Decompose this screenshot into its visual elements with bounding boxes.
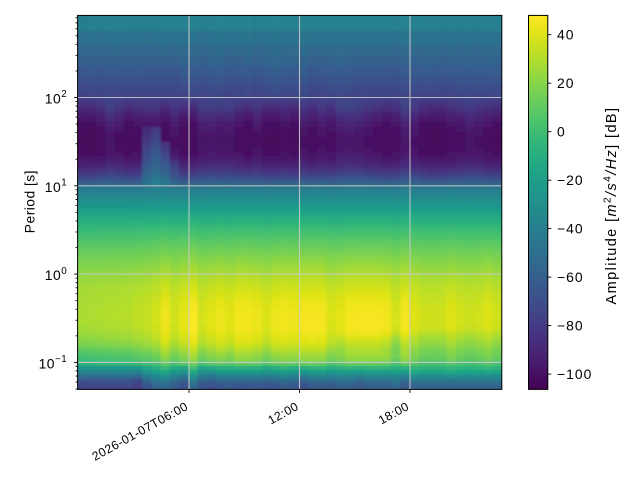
- svg-text:20: 20: [557, 75, 574, 91]
- svg-text:0: 0: [557, 124, 566, 140]
- svg-text:40: 40: [557, 27, 574, 43]
- svg-text:−60: −60: [557, 269, 584, 285]
- svg-text:−40: −40: [557, 221, 584, 237]
- svg-text:102: 102: [45, 89, 67, 106]
- svg-text:Period [s]: Period [s]: [22, 170, 38, 233]
- svg-text:−20: −20: [557, 172, 584, 188]
- svg-text:Amplitude [m2/s4/Hz] [dB]: Amplitude [m2/s4/Hz] [dB]: [602, 107, 620, 305]
- svg-text:101: 101: [45, 178, 67, 195]
- svg-text:−80: −80: [557, 318, 584, 334]
- svg-text:−100: −100: [557, 366, 592, 382]
